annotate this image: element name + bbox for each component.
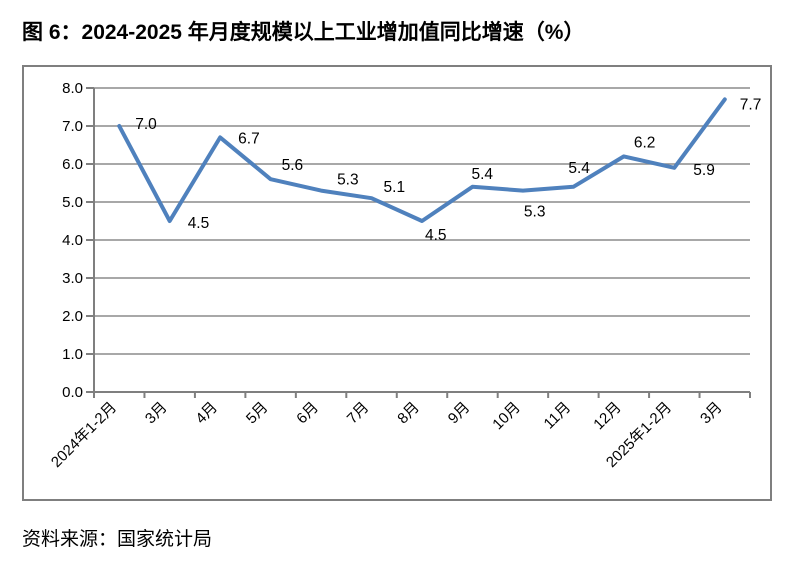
source-note: 资料来源：国家统计局 [22, 529, 213, 550]
y-tick-label: 8.0 [62, 80, 83, 97]
y-tick-label: 0.0 [62, 384, 83, 401]
chart-area: 0.0 1.0 2.0 3.0 4.0 5.0 6.0 7.0 8.0 2024年1-2月 3月 4月… [22, 65, 772, 501]
data-label: 4.5 [188, 215, 210, 232]
x-tick-label: 7月 [344, 399, 373, 428]
x-tick-label: 12月 [590, 399, 624, 433]
x-tick-label: 3月 [142, 399, 171, 428]
data-label: 5.3 [524, 204, 546, 221]
y-tick-label: 7.0 [62, 118, 83, 135]
data-series-line [117, 97, 727, 223]
y-tick-label: 4.0 [62, 232, 83, 249]
y-tick-label: 5.0 [62, 194, 83, 211]
data-label: 5.6 [282, 157, 304, 174]
x-tick-label: 5月 [243, 399, 272, 428]
y-tick-label: 1.0 [62, 346, 83, 363]
line-chart: 0.0 1.0 2.0 3.0 4.0 5.0 6.0 7.0 8.0 2024年1-2月 3月 4月… [48, 80, 762, 471]
y-tick-label: 3.0 [62, 270, 83, 287]
data-label: 7.0 [135, 116, 157, 133]
data-label: 5.1 [384, 179, 406, 196]
x-tick-label: 6月 [293, 399, 322, 428]
data-label: 6.2 [634, 134, 656, 151]
data-label: 5.3 [337, 172, 359, 189]
data-label: 5.9 [693, 162, 715, 179]
x-tick-label: 2024年1-2月 [48, 399, 120, 471]
data-label: 7.7 [740, 96, 762, 113]
x-tick-label: 10月 [489, 399, 523, 433]
x-tick-label: 3月 [697, 399, 726, 428]
y-tick-label: 2.0 [62, 308, 83, 325]
data-label: 4.5 [425, 227, 447, 244]
y-tick-label: 6.0 [62, 156, 83, 173]
data-label: 6.7 [238, 130, 260, 147]
x-tick-label: 4月 [192, 399, 221, 428]
chart-title: 图 6：2024-2025 年月度规模以上工业增加值同比增速（%） [22, 21, 585, 44]
x-tick-label: 11月 [541, 399, 575, 433]
x-tick-label: 9月 [445, 399, 474, 428]
data-label: 5.4 [568, 160, 590, 177]
x-tick-label: 8月 [394, 399, 423, 428]
data-label: 5.4 [471, 166, 493, 183]
